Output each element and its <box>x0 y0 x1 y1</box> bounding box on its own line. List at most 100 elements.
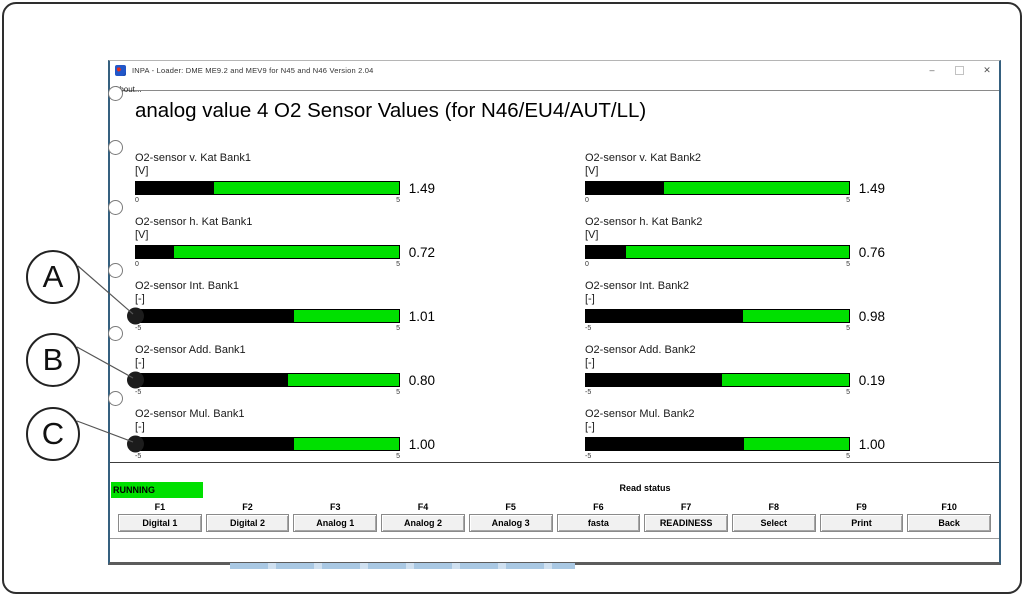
scale-min-label: -5 <box>585 325 592 332</box>
sensor-label: O2-sensor Mul. Bank1 <box>135 408 245 420</box>
edge-anchor-circle <box>108 326 123 341</box>
window-controls: – ✕ <box>926 61 993 79</box>
window-title: INPA - Loader: DME ME9.2 and MEV9 for N4… <box>132 65 374 75</box>
annotation-marker-dot <box>127 371 144 389</box>
fkey-label-f8: F8 <box>768 502 780 512</box>
inpa-window: INPA - Loader: DME ME9.2 and MEV9 for N4… <box>108 60 1001 565</box>
sensor-unit: [V] <box>135 229 149 241</box>
fkey-button-f2[interactable]: Digital 2 <box>205 514 290 532</box>
sensor-bar <box>135 181 400 195</box>
running-status-badge: RUNNING <box>111 482 203 498</box>
scale-max-label: 5 <box>396 325 400 332</box>
fkey-button-f6[interactable]: fasta <box>556 514 641 532</box>
status-row: RUNNING Read status <box>110 481 999 499</box>
sensor-bar-fill <box>586 310 744 322</box>
close-button[interactable]: ✕ <box>983 64 991 75</box>
sensor-block: O2-sensor Mul. Bank2 [-] 1.00 -5 5 <box>585 408 885 460</box>
sensor-label: O2-sensor Int. Bank1 <box>135 280 239 292</box>
scale-max-label: 5 <box>396 453 400 460</box>
callout-circle-c: C <box>26 407 80 461</box>
scale-min-label: -5 <box>135 389 142 396</box>
scale-min-label: -5 <box>585 453 592 460</box>
edge-anchor-circle <box>108 140 123 155</box>
fkey-label-f5: F5 <box>505 502 516 512</box>
sensor-scale: 0 5 <box>135 261 400 268</box>
buttons-divider <box>110 538 999 539</box>
callout-label-c: C <box>41 416 65 451</box>
sensor-value: 1.01 <box>408 308 435 324</box>
sensor-bar <box>585 309 850 323</box>
sensor-label: O2-sensor v. Kat Bank1 <box>135 152 251 164</box>
sensor-block: O2-sensor Add. Bank1 [-] 0.80 -5 5 <box>127 344 435 396</box>
edge-anchor-circle <box>108 86 123 101</box>
sensor-bar-fill <box>136 310 294 322</box>
fkey-button-f1[interactable]: Digital 1 <box>118 514 202 532</box>
sensor-scale: 0 5 <box>135 197 400 204</box>
edge-anchor-circle <box>108 200 123 215</box>
scale-max-label: 5 <box>846 197 850 204</box>
content-divider <box>110 462 999 463</box>
callout-label-b: B <box>42 342 64 377</box>
fkey-button-f7[interactable]: READINESS <box>644 514 728 532</box>
scale-min-label: 0 <box>585 261 589 268</box>
sensor-bar <box>135 245 400 259</box>
callout-circle-b: B <box>26 333 80 387</box>
fkey-button-f8[interactable]: Select <box>731 514 816 532</box>
fkey-label-f1: F1 <box>154 502 166 512</box>
callout-circle-a: A <box>26 250 80 304</box>
fkey-label-f2: F2 <box>242 502 253 512</box>
menu-about[interactable]: About... <box>114 85 142 94</box>
page-title: analog value 4 O2 Sensor Values (for N46… <box>135 99 647 122</box>
edge-anchor-circle <box>108 263 123 278</box>
sensor-scale: -5 5 <box>585 453 850 460</box>
sensor-label: O2-sensor Add. Bank2 <box>585 344 696 356</box>
sensor-value: 1.00 <box>858 436 885 452</box>
scale-min-label: -5 <box>135 453 142 460</box>
scale-max-label: 5 <box>396 389 400 396</box>
fkey-button-f10[interactable]: Back <box>907 514 992 532</box>
fkey-button-f5[interactable]: Analog 3 <box>468 514 553 532</box>
sensor-bar-fill <box>136 246 174 258</box>
sensor-bar <box>585 437 850 451</box>
minimize-button[interactable]: – <box>929 65 935 75</box>
sensor-bar <box>585 245 850 259</box>
sensor-value: 0.19 <box>858 372 885 388</box>
scale-min-label: 0 <box>135 261 139 268</box>
sensor-bar <box>585 181 850 195</box>
sensor-bar <box>127 307 400 325</box>
fkey-label-f7: F7 <box>680 502 692 512</box>
callout-label-a: A <box>42 259 64 294</box>
sensor-label: O2-sensor Int. Bank2 <box>585 280 689 292</box>
sensor-scale: -5 5 <box>135 389 400 396</box>
fkey-label-f6: F6 <box>593 502 604 512</box>
fkey-label-f3: F3 <box>330 502 341 512</box>
read-status-label: Read status <box>619 483 671 493</box>
sensor-block: O2-sensor h. Kat Bank1 [V] 0.72 0 5 <box>135 216 435 268</box>
titlebar: INPA - Loader: DME ME9.2 and MEV9 for N4… <box>110 61 999 79</box>
sensor-scale: 0 5 <box>585 197 850 204</box>
sensor-block: O2-sensor v. Kat Bank1 [V] 1.49 0 5 <box>135 152 435 204</box>
scale-max-label: 5 <box>846 261 850 268</box>
fkey-button-f9[interactable]: Print <box>819 514 904 532</box>
sensor-value: 1.49 <box>408 180 435 196</box>
sensor-scale: -5 5 <box>135 325 400 332</box>
function-key-labels: F1 F2 F3 F4 F5 F6 F7 F8 F9 F10 <box>118 502 991 512</box>
sensor-unit: [-] <box>585 421 595 433</box>
sensor-value: 0.72 <box>408 244 435 260</box>
scale-max-label: 5 <box>846 389 850 396</box>
sensor-bar-fill <box>586 374 723 386</box>
sensor-label: O2-sensor Mul. Bank2 <box>585 408 695 420</box>
fkey-button-f3[interactable]: Analog 1 <box>293 514 378 532</box>
fkey-label-f10: F10 <box>941 502 957 512</box>
fkey-button-f4[interactable]: Analog 2 <box>381 514 465 532</box>
maximize-button[interactable] <box>955 65 964 75</box>
sensor-scale: -5 5 <box>135 453 400 460</box>
sensor-unit: [V] <box>135 165 149 177</box>
sensor-label: O2-sensor Add. Bank1 <box>135 344 246 356</box>
sensor-unit: [-] <box>585 293 595 305</box>
sensor-bar-fill <box>586 438 744 450</box>
sensor-bar-fill <box>586 182 665 194</box>
sensor-bar <box>585 373 850 387</box>
sensor-value: 0.98 <box>858 308 885 324</box>
